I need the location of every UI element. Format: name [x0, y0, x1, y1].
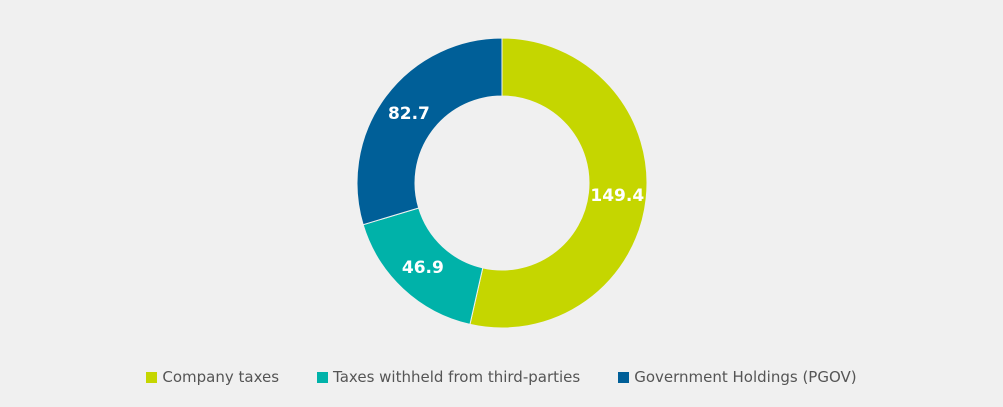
chart-legend: Company taxes Taxes withheld from third-… — [0, 366, 1003, 388]
data-label-taxes-withheld: 46.9 — [402, 258, 444, 278]
legend-label-government-holdings: Government Holdings (PGOV) — [634, 368, 857, 386]
legend-label-taxes-withheld: Taxes withheld from third-parties — [333, 368, 581, 386]
legend-item-company-taxes: Company taxes — [146, 368, 279, 386]
data-labels: 149.4 46.9 82.7 — [388, 104, 644, 278]
slice-company-taxes — [469, 37, 648, 329]
data-label-government-holdings: 82.7 — [388, 104, 430, 124]
data-label-company-taxes: 149.4 — [590, 186, 644, 206]
donut-chart: 149.4 46.9 82.7 — [356, 37, 648, 329]
legend-swatch-taxes-withheld — [317, 371, 329, 383]
legend-label-company-taxes: Company taxes — [162, 368, 280, 386]
legend-item-taxes-withheld: Taxes withheld from third-parties — [317, 368, 580, 386]
legend-swatch-government-holdings — [618, 371, 630, 383]
slice-government-holdings — [356, 37, 503, 226]
donut-slices — [356, 37, 648, 329]
legend-swatch-company-taxes — [146, 371, 158, 383]
legend-item-government-holdings: Government Holdings (PGOV) — [618, 368, 857, 386]
